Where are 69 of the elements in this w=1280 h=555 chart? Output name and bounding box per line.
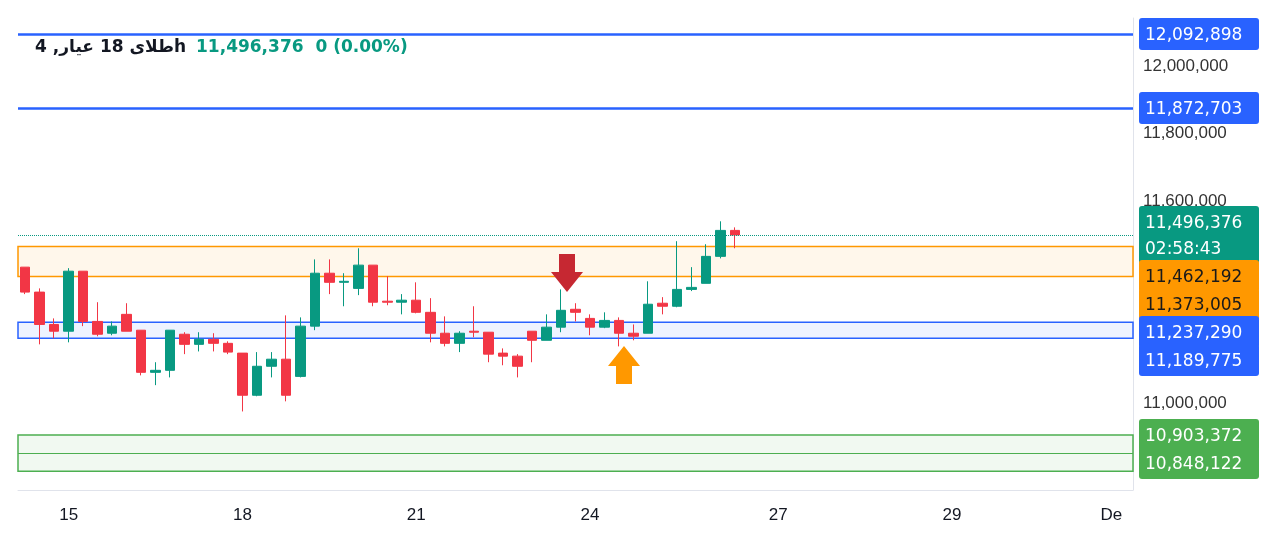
y-tick-label: 11,600,000: [1143, 190, 1227, 210]
y-tick-label: 11,800,000: [1143, 123, 1227, 143]
candlestick: [339, 272, 349, 307]
band-label: 10,903,372: [1145, 424, 1243, 445]
candlestick: [150, 361, 161, 386]
candlestick: [628, 323, 639, 341]
ref-line-label: 10,848,122: [1145, 452, 1243, 473]
candlestick: [527, 330, 537, 363]
candlestick: [512, 353, 523, 378]
candlestick: [324, 258, 335, 295]
candlestick: [208, 332, 219, 352]
ref-line-label: 12,092,898: [1145, 23, 1243, 44]
candlestick: [570, 302, 581, 322]
text: طلای 18 عیار, 4h: [35, 36, 187, 56]
x-tick-label: 29: [942, 505, 962, 524]
candlestick: [469, 305, 479, 338]
x-tick-label: 21: [406, 505, 426, 524]
band-label: 11,462,192 11,373,005: [1145, 265, 1243, 314]
candlestick: [179, 331, 190, 355]
candlestick: [672, 240, 682, 308]
candlestick: [556, 288, 566, 333]
candlestick: [63, 267, 74, 343]
candlestick: [266, 351, 277, 378]
candlestick: [643, 280, 653, 334]
candlestick: [165, 329, 175, 378]
candlestick: [49, 317, 59, 339]
candlestick: [483, 331, 494, 363]
x-tick-label: 27: [768, 505, 788, 524]
candlestick: [237, 352, 248, 412]
candlestick: [686, 266, 697, 292]
candlestick: [701, 243, 711, 284]
candlestick: [396, 293, 407, 315]
candlestick: [425, 297, 436, 343]
y-tick-label: 12,000,000: [1143, 55, 1229, 75]
x-tick-label: 24: [580, 505, 600, 524]
candlestick: [92, 301, 103, 337]
x-tick-label: De: [1100, 505, 1123, 524]
candlestick: [614, 316, 624, 347]
candlestick: [281, 314, 291, 402]
candlestick: [223, 340, 233, 355]
candlestick: [411, 281, 421, 314]
candlestick: [440, 315, 450, 347]
candlestick: [252, 351, 262, 397]
candlestick: [730, 226, 740, 249]
text: 11,496,376 0 (0.00%): [196, 36, 408, 56]
candlestick: [498, 347, 508, 366]
candlestick: [599, 311, 610, 329]
candlestick: [20, 266, 30, 295]
candlestick: [353, 247, 364, 296]
candlestick: [107, 320, 117, 336]
band-label: 11,237,290 11,189,775: [1145, 321, 1243, 370]
x-tick-label: 15: [59, 505, 79, 524]
ref-line-label: 11,496,376 02:58:43: [1145, 211, 1243, 258]
candlestick: [34, 287, 45, 345]
candlestick: [194, 331, 204, 352]
y-tick-label: 11,000,000: [1143, 392, 1227, 412]
candlestick: [310, 258, 320, 331]
candlestick: [121, 302, 132, 332]
candlestick: [295, 316, 306, 378]
candlestick: [541, 313, 552, 341]
candlestick: [78, 270, 88, 327]
candlestick: [382, 275, 393, 306]
candlestick: [585, 313, 595, 336]
ref-line-label: 11,872,703: [1145, 98, 1243, 119]
candlestick: [657, 296, 668, 315]
candlestick: [136, 329, 146, 376]
candlestick: [454, 330, 465, 353]
candlestick: [368, 264, 378, 307]
x-tick-label: 18: [232, 505, 252, 524]
